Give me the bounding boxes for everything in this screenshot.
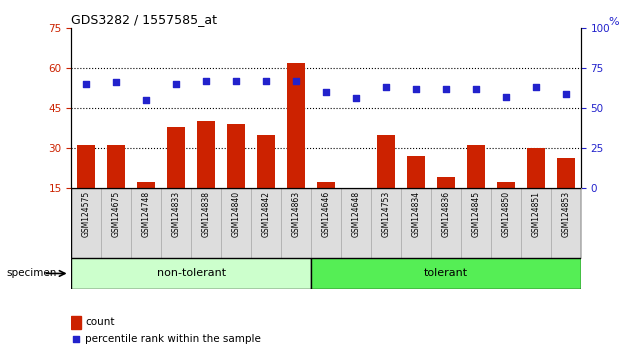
Text: GSM124863: GSM124863	[292, 191, 301, 237]
Bar	[371, 188, 401, 258]
Point	[71, 336, 81, 342]
Bar	[317, 182, 335, 227]
Text: %: %	[609, 17, 619, 27]
Bar	[527, 148, 545, 227]
Bar	[521, 188, 551, 258]
Text: GSM124838: GSM124838	[202, 191, 211, 237]
Bar	[197, 121, 215, 227]
Bar	[311, 258, 581, 289]
Text: non-tolerant: non-tolerant	[156, 268, 226, 279]
Bar	[467, 145, 485, 227]
Text: GSM124648: GSM124648	[351, 191, 360, 237]
Bar	[311, 188, 341, 258]
Bar	[431, 188, 461, 258]
Bar	[461, 188, 491, 258]
Point	[471, 86, 481, 92]
Text: count: count	[86, 317, 115, 327]
Bar	[491, 188, 521, 258]
Point	[291, 78, 301, 84]
Bar	[257, 135, 275, 227]
Bar	[497, 182, 515, 227]
Point	[441, 86, 451, 92]
Bar	[377, 135, 395, 227]
Point	[81, 81, 91, 87]
Point	[201, 78, 211, 84]
Bar	[107, 145, 125, 227]
Bar	[341, 188, 371, 258]
Text: GSM124840: GSM124840	[232, 191, 241, 237]
Text: GSM124753: GSM124753	[381, 191, 391, 238]
Point	[171, 81, 181, 87]
Text: GSM124834: GSM124834	[411, 191, 420, 237]
Bar	[551, 188, 581, 258]
Bar	[287, 63, 305, 227]
Bar	[347, 188, 365, 227]
Text: GSM124851: GSM124851	[531, 191, 540, 237]
Text: GSM124842: GSM124842	[261, 191, 271, 237]
Text: GSM124833: GSM124833	[172, 191, 181, 237]
Bar	[407, 156, 425, 227]
Bar	[101, 188, 131, 258]
Bar	[137, 182, 155, 227]
Bar	[78, 145, 96, 227]
Point	[531, 85, 541, 90]
Text: specimen: specimen	[6, 268, 57, 279]
Point	[321, 89, 331, 95]
Bar	[131, 188, 161, 258]
Text: GSM124748: GSM124748	[142, 191, 151, 237]
Point	[501, 94, 510, 100]
Text: percentile rank within the sample: percentile rank within the sample	[86, 334, 261, 344]
Text: GSM124836: GSM124836	[442, 191, 450, 237]
Text: GDS3282 / 1557585_at: GDS3282 / 1557585_at	[71, 13, 217, 26]
Text: GSM124850: GSM124850	[501, 191, 510, 237]
Bar	[227, 124, 245, 227]
Bar	[191, 188, 221, 258]
Bar	[71, 258, 311, 289]
Text: GSM124853: GSM124853	[561, 191, 570, 237]
Point	[411, 86, 421, 92]
Bar	[437, 177, 455, 227]
Bar	[556, 159, 574, 227]
Bar	[71, 316, 81, 329]
Bar	[401, 188, 431, 258]
Point	[142, 97, 152, 103]
Bar	[71, 188, 101, 258]
Bar	[167, 127, 185, 227]
Bar	[251, 188, 281, 258]
Bar	[221, 188, 251, 258]
Point	[111, 80, 121, 85]
Point	[261, 78, 271, 84]
Point	[231, 78, 241, 84]
Text: tolerant: tolerant	[424, 268, 468, 279]
Text: GSM124575: GSM124575	[82, 191, 91, 238]
Point	[561, 91, 571, 97]
Text: GSM124845: GSM124845	[471, 191, 480, 237]
Text: GSM124646: GSM124646	[322, 191, 330, 238]
Point	[351, 96, 361, 101]
Text: GSM124675: GSM124675	[112, 191, 121, 238]
Bar	[281, 188, 311, 258]
Bar	[161, 188, 191, 258]
Point	[381, 85, 391, 90]
